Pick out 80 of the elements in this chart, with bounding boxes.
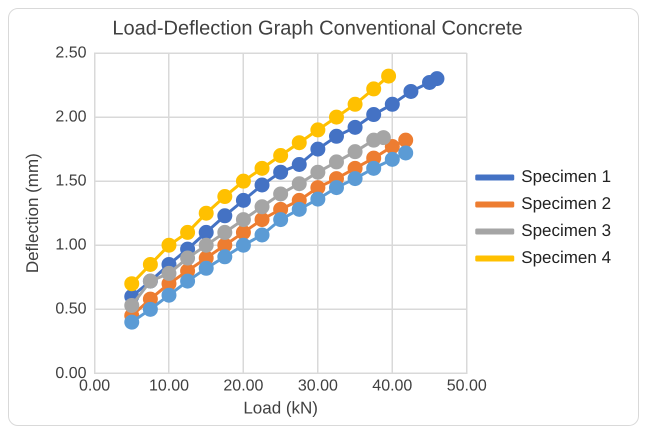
point bbox=[236, 238, 251, 253]
point bbox=[254, 178, 270, 193]
point bbox=[384, 96, 400, 112]
point bbox=[236, 174, 251, 189]
point bbox=[198, 224, 214, 240]
point bbox=[366, 107, 382, 122]
point bbox=[198, 238, 214, 253]
point bbox=[273, 212, 288, 228]
point bbox=[161, 238, 176, 253]
point bbox=[292, 176, 307, 192]
point bbox=[376, 130, 391, 146]
x-tick-label: 30.00 bbox=[298, 377, 338, 394]
y-tick-label: 2.00 bbox=[55, 108, 87, 126]
point bbox=[348, 96, 363, 112]
legend-label: Specimen 2 bbox=[521, 194, 612, 214]
point bbox=[254, 160, 270, 176]
point bbox=[348, 144, 363, 160]
legend-label: Specimen 4 bbox=[521, 248, 612, 268]
point bbox=[381, 68, 396, 84]
point bbox=[236, 192, 251, 208]
point bbox=[398, 145, 414, 160]
point bbox=[142, 302, 158, 317]
point bbox=[180, 250, 196, 266]
point bbox=[348, 120, 363, 135]
point bbox=[366, 81, 382, 96]
point bbox=[328, 154, 344, 170]
x-axis-title: Load (kN) bbox=[243, 398, 318, 418]
point bbox=[273, 186, 288, 202]
x-tick-label: 20.00 bbox=[223, 377, 264, 394]
y-tick-label: 2.50 bbox=[55, 44, 87, 62]
point bbox=[180, 274, 196, 289]
legend-label: Specimen 3 bbox=[521, 221, 612, 240]
point bbox=[254, 212, 270, 228]
point bbox=[292, 135, 307, 150]
point bbox=[310, 142, 326, 157]
point bbox=[273, 148, 288, 164]
point bbox=[348, 171, 363, 186]
point bbox=[217, 249, 232, 264]
y-axis-title: Deflection (mm) bbox=[22, 153, 42, 274]
point bbox=[124, 298, 140, 313]
y-tick-label: 1.00 bbox=[55, 236, 87, 254]
point bbox=[142, 256, 158, 272]
chart-title: Load-Deflection Graph Conventional Concrete bbox=[112, 18, 523, 40]
point bbox=[328, 110, 344, 125]
point bbox=[198, 206, 214, 221]
point bbox=[198, 260, 214, 276]
point bbox=[292, 157, 307, 172]
x-tick-label: 10.00 bbox=[148, 377, 190, 394]
point bbox=[161, 288, 176, 303]
point bbox=[328, 180, 344, 196]
point bbox=[161, 266, 176, 281]
point bbox=[254, 227, 270, 242]
x-tick-label: 0.00 bbox=[78, 377, 110, 394]
point bbox=[384, 152, 400, 167]
x-tick-label: 40.00 bbox=[372, 377, 412, 394]
y-tick-label: 1.50 bbox=[55, 172, 87, 190]
point bbox=[292, 202, 307, 217]
point bbox=[180, 224, 196, 240]
point bbox=[328, 128, 344, 144]
point bbox=[310, 164, 326, 180]
x-tick-label: 50.00 bbox=[446, 377, 487, 394]
point bbox=[366, 160, 382, 176]
point bbox=[236, 224, 251, 240]
point bbox=[124, 276, 140, 292]
point bbox=[217, 224, 232, 240]
point bbox=[124, 314, 140, 330]
point bbox=[236, 212, 251, 228]
point bbox=[310, 180, 326, 196]
point bbox=[429, 71, 444, 86]
point bbox=[273, 164, 288, 180]
y-tick-label: 0.50 bbox=[55, 300, 87, 318]
point bbox=[398, 132, 414, 148]
point bbox=[403, 84, 418, 99]
point bbox=[217, 189, 232, 204]
point bbox=[217, 208, 232, 224]
point bbox=[310, 122, 326, 138]
point bbox=[310, 192, 326, 207]
point bbox=[254, 199, 270, 214]
point bbox=[384, 139, 400, 154]
legend-label: Specimen 1 bbox=[521, 167, 612, 186]
